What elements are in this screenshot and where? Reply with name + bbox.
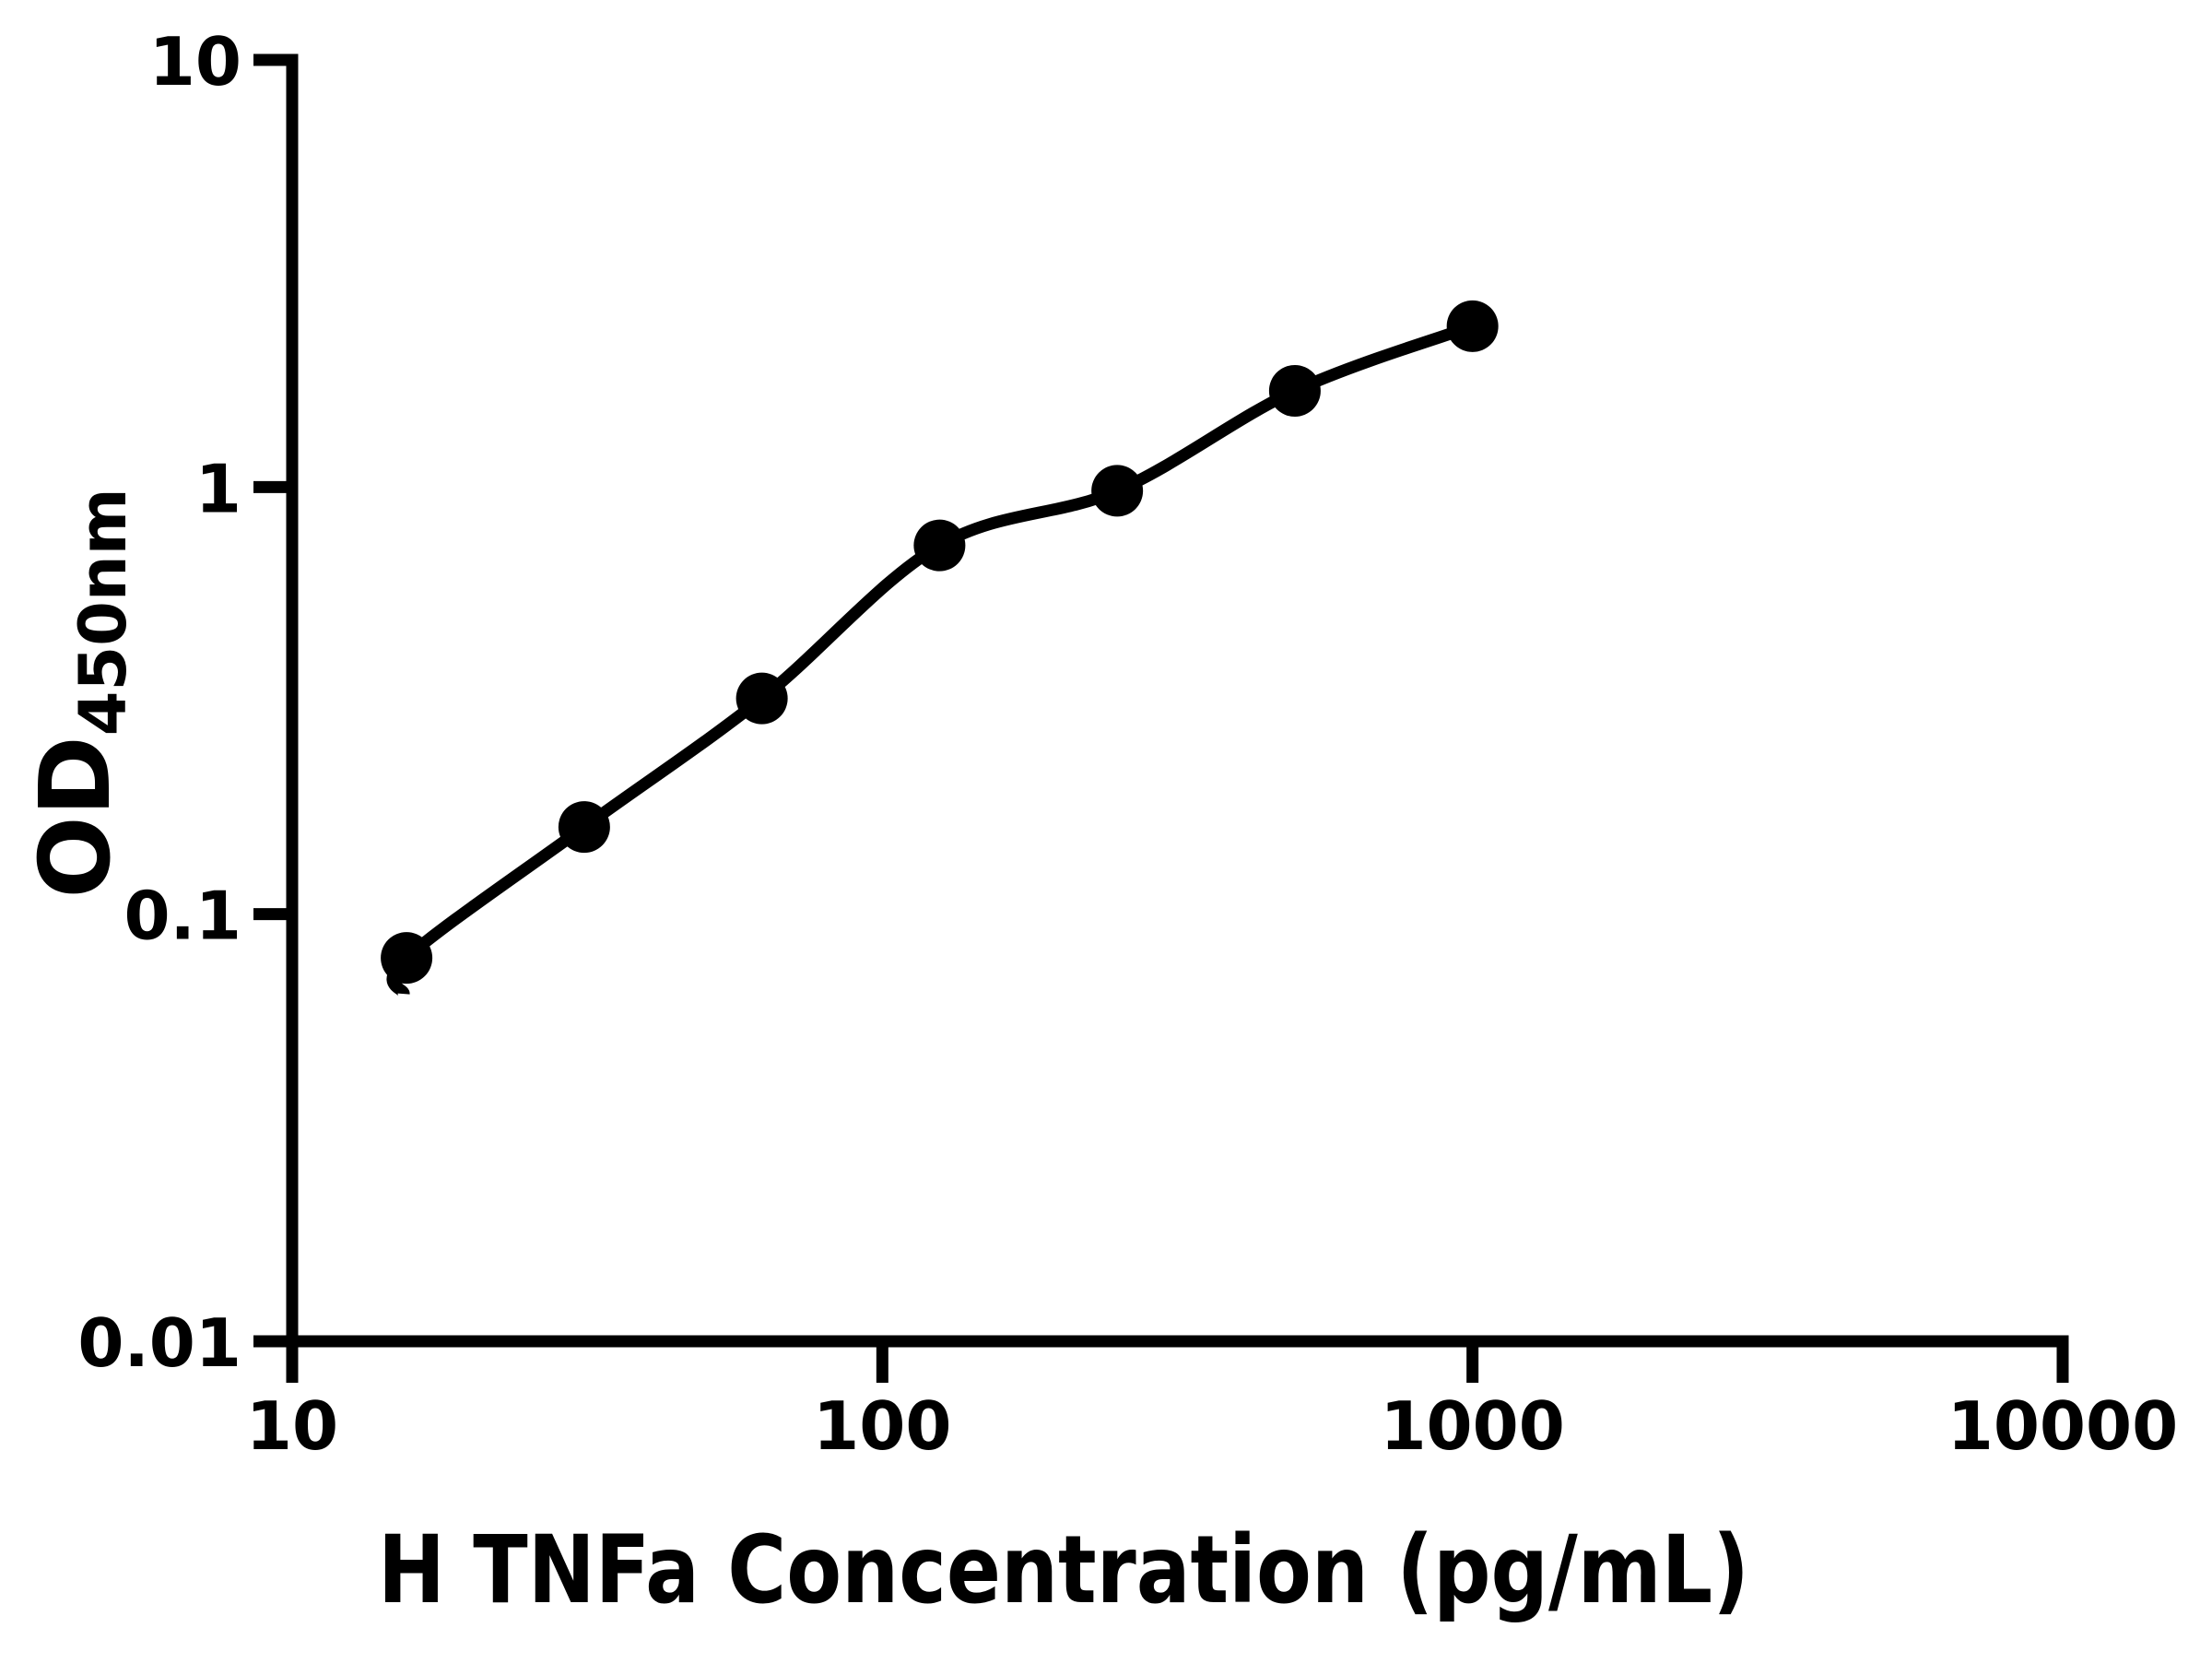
fit-curve-line <box>386 320 1475 997</box>
y-axis-title: OD450nm <box>19 488 141 898</box>
y-axis-ticks: 0.01 0.1 1 10 <box>77 23 292 1382</box>
x-tick-label: 1000 <box>1380 1387 1564 1465</box>
y-axis-title-subscript: 450nm <box>65 488 141 736</box>
y-tick-label: 0.1 <box>124 878 241 955</box>
x-tick-label: 100 <box>813 1387 951 1465</box>
x-tick-label: 10000 <box>1947 1387 2179 1465</box>
data-point-marker <box>913 519 966 572</box>
data-point-marker <box>381 932 433 985</box>
y-tick-label: 10 <box>149 23 241 100</box>
fit-curve <box>386 320 1475 997</box>
x-tick-label: 10 <box>246 1387 338 1465</box>
x-axis-ticks: 10 100 1000 10000 <box>246 1341 2178 1465</box>
data-point-marker <box>1091 465 1144 517</box>
data-point-marker <box>1446 300 1499 352</box>
data-point-marker <box>735 672 788 725</box>
y-axis-title-main: OD <box>19 736 132 898</box>
data-point-markers <box>381 300 1499 985</box>
data-point-marker <box>1268 364 1321 417</box>
y-tick-label: 0.01 <box>77 1304 241 1382</box>
y-tick-label: 1 <box>195 450 241 527</box>
x-axis-title: H TNFa Concentration (pg/mL) <box>378 1516 1749 1625</box>
data-point-marker <box>558 801 610 854</box>
